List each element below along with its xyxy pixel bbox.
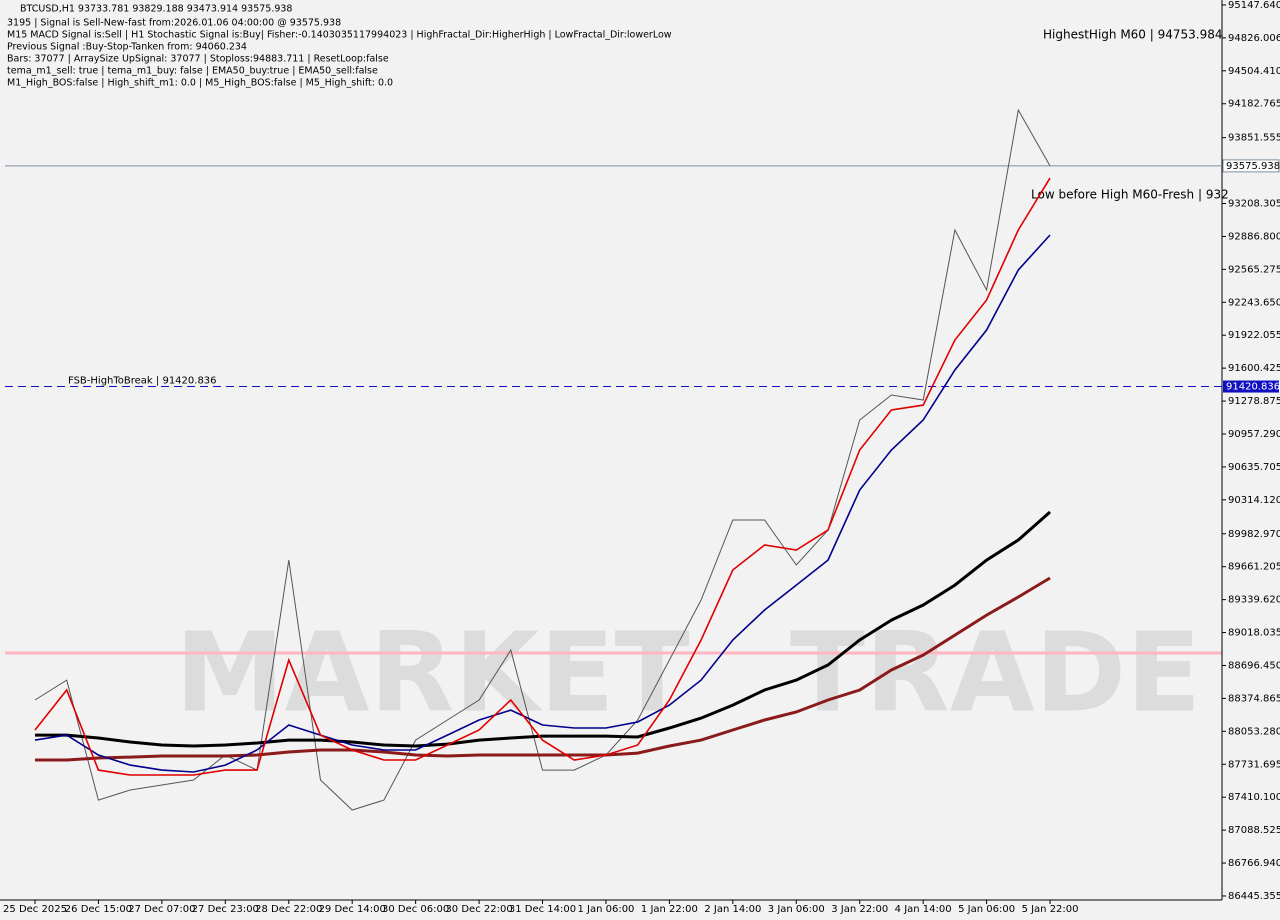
y-tick-label: 92886.800 — [1228, 231, 1280, 242]
y-tick-label: 89661.205 — [1228, 562, 1280, 573]
y-tick-label: 94504.410 — [1228, 66, 1280, 77]
y-tick-label: 90635.705 — [1228, 462, 1280, 473]
annotation: HighestHigh M60 | 94753.984 — [1043, 28, 1223, 42]
series-line — [34, 108, 1051, 811]
y-tick-label: 88053.280 — [1228, 726, 1280, 737]
x-tick-label: 4 Jan 14:00 — [895, 904, 952, 915]
y-tick-label: 87088.525 — [1228, 825, 1280, 836]
x-tick-label: 29 Dec 14:00 — [319, 904, 386, 915]
series-line — [34, 177, 1051, 776]
info-line: M15 MACD Signal is:Sell | H1 Stochastic … — [7, 30, 672, 41]
info-line: Bars: 37077 | ArraySize UpSignal: 37077 … — [7, 54, 389, 65]
y-tick-label: 87731.695 — [1228, 759, 1280, 770]
x-tick-label: 5 Jan 06:00 — [958, 904, 1015, 915]
info-line: tema_m1_sell: true | tema_m1_buy: false … — [7, 66, 378, 77]
x-tick-label: 5 Jan 22:00 — [1022, 904, 1079, 915]
y-tick-label: 87410.100 — [1228, 792, 1280, 803]
series-line — [35, 576, 1051, 762]
y-tick-label: 93208.305 — [1228, 199, 1280, 210]
y-tick-label: 89339.620 — [1228, 595, 1280, 606]
y-tick-label: 89018.035 — [1228, 628, 1280, 639]
y-tick-label: 91922.055 — [1228, 330, 1280, 341]
watermark: MARKET — [175, 608, 690, 736]
y-tick-label: 91600.425 — [1228, 363, 1280, 374]
x-tick-label: 3 Jan 06:00 — [768, 904, 825, 915]
x-tick-label: 27 Dec 07:00 — [128, 904, 195, 915]
y-tick-label: 91278.875 — [1228, 396, 1280, 407]
info-line: M1_High_BOS:false | High_shift_m1: 0.0 |… — [7, 78, 393, 89]
annotation: Low before High M60-Fresh | 932 — [1031, 188, 1229, 202]
y-tick-label: 89982.970 — [1228, 529, 1280, 540]
x-tick-label: 30 Dec 06:00 — [382, 904, 449, 915]
x-tick-label: 28 Dec 22:00 — [255, 904, 322, 915]
y-tick-label: 88374.865 — [1228, 693, 1280, 704]
y-tick-label: 94182.765 — [1228, 99, 1280, 110]
y-tick-label: 92565.275 — [1228, 264, 1280, 275]
info-line: Previous Signal :Buy-Stop-Tanken from: 9… — [7, 42, 247, 53]
info-line: 3195 | Signal is Sell-New-fast from:2026… — [7, 18, 341, 29]
price-tag — [1223, 380, 1279, 393]
y-tick-label: 94826.006 — [1228, 33, 1280, 44]
x-tick-label: 31 Dec 14:00 — [509, 904, 576, 915]
y-tick-label: 88696.450 — [1228, 660, 1280, 671]
info-panel: 3195 | Signal is Sell-New-fast from:2026… — [7, 18, 672, 89]
y-tick-label: 95147.640 — [1228, 0, 1280, 11]
y-tick-label: 90314.120 — [1228, 495, 1280, 506]
x-tick-label: 3 Jan 22:00 — [831, 904, 888, 915]
x-tick-label: 1 Jan 22:00 — [641, 904, 698, 915]
y-tick-label: 92243.650 — [1228, 297, 1280, 308]
watermark: TRADE — [790, 608, 1201, 736]
price-tag — [1222, 159, 1280, 173]
series-line — [35, 510, 1051, 748]
x-tick-label: 27 Dec 23:00 — [192, 904, 259, 915]
y-tick-label: 90957.290 — [1228, 429, 1280, 440]
y-tick-label: 86766.940 — [1228, 858, 1280, 869]
x-tick-label: 25 Dec 2025 — [3, 904, 67, 915]
price-tag-label: 93575.938 — [1226, 161, 1280, 172]
price-tag-label: 91420.836 — [1226, 382, 1280, 393]
y-tick-label: 93851.555 — [1228, 133, 1280, 144]
x-tick-label: 1 Jan 06:00 — [577, 904, 634, 915]
level-label: FSB-HighToBreak | 91420.836 — [68, 376, 217, 387]
series-line — [34, 234, 1051, 773]
x-tick-label: 30 Dec 22:00 — [445, 904, 512, 915]
chart-title: BTCUSD,H1 93733.781 93829.188 93473.914 … — [20, 4, 292, 15]
y-tick-label: 86445.355 — [1228, 891, 1280, 902]
x-tick-label: 2 Jan 14:00 — [704, 904, 761, 915]
x-tick-label: 26 Dec 15:00 — [65, 904, 132, 915]
